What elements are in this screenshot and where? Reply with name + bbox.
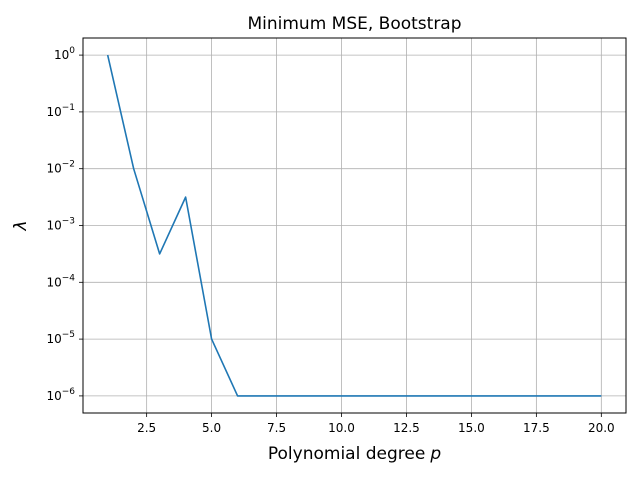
x-tick-label: 17.5 [523,421,550,435]
y-tick-label: 10−5 [46,330,75,346]
x-tick-label: 5.0 [202,421,221,435]
y-tick-label-base: 10 [46,162,61,176]
x-axis-label-variable: p [429,444,441,464]
x-tick-label: 2.5 [137,421,156,435]
x-tick-label: 20.0 [588,421,615,435]
y-tick-label: 100 [54,46,75,62]
x-tick-label: 7.5 [267,421,286,435]
series-layer [106,54,602,397]
x-axis-label: Polynomial degree p [268,444,441,464]
y-tick-label-base: 10 [46,389,61,403]
y-tick-label-exponent: −2 [62,160,75,170]
y-tick-label-base: 10 [46,105,61,119]
x-axis-label-text: Polynomial degree [268,444,425,464]
y-tick-label-exponent: −3 [62,217,75,227]
y-tick-label: 10−4 [46,273,75,289]
y-tick-label: 10−1 [46,103,75,119]
y-tick-label-exponent: −4 [62,273,76,283]
y-tick-label-exponent: 0 [69,46,75,56]
y-tick-label-base: 10 [46,219,61,233]
x-tick-label: 12.5 [393,421,420,435]
y-tick-label-base: 10 [46,275,61,289]
y-tick-label: 10−6 [46,387,75,403]
y-tick-label-exponent: −1 [62,103,75,113]
y-tick-label: 10−3 [46,217,75,233]
y-tick-label-base: 10 [54,48,69,62]
data-line [106,54,602,397]
tick-layer: 2.5 5.0 7.5 10.0 12.5 15.0 17.5 20.010−610−510−… [46,46,614,435]
y-tick-label-base: 10 [46,332,61,346]
grid-layer [83,38,626,413]
y-axis-label: λ [11,220,31,231]
y-tick-label-exponent: −6 [62,387,76,397]
x-tick-label: 10.0 [328,421,355,435]
x-tick-label: 15.0 [458,421,485,435]
y-tick-label-exponent: −5 [62,330,75,340]
y-tick-label: 10−2 [46,160,75,176]
chart-title: Minimum MSE, Bootstrap [247,14,461,34]
